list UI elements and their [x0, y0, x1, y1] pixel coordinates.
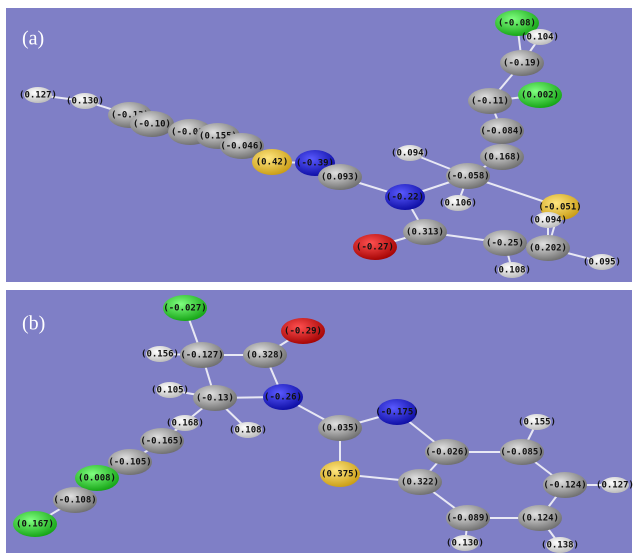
- atom-charge: (0.106): [439, 199, 477, 209]
- atom-charge: (0.105): [151, 386, 189, 396]
- atom-charge: (-0.124): [543, 481, 586, 491]
- atom-charge: (0.094): [391, 149, 429, 159]
- atom-charge: (0.002): [521, 91, 559, 101]
- atom-charge: (-0.084): [480, 127, 523, 137]
- atom-charge: (0.093): [321, 173, 359, 183]
- atom-charge: (0.138): [541, 541, 579, 551]
- atom-charge: (0.168): [166, 419, 204, 429]
- atom-charge: (0.42): [256, 158, 289, 168]
- atom-charge: (-0.027): [163, 304, 206, 314]
- atom-charge: (-0.026): [425, 448, 468, 458]
- atom-charge: (-0.085): [500, 448, 543, 458]
- atom-charge: (0.167): [16, 520, 54, 530]
- atom-charge: (-0.10): [133, 120, 171, 130]
- atom-charge: (-0.08): [498, 19, 536, 29]
- atom-charge: (0.108): [229, 426, 267, 436]
- atom-charge: (0.127): [19, 91, 57, 101]
- atom-charge: (0.202): [529, 244, 567, 254]
- atom-charge: (-0.165): [140, 437, 183, 447]
- atom-charge: (0.108): [493, 266, 531, 276]
- atom-charge: (-0.26): [264, 393, 302, 403]
- atom-charge: (0.130): [446, 539, 484, 549]
- atom-charge: (-0.051): [538, 203, 581, 213]
- atom-charge: (0.095): [583, 258, 621, 268]
- atom-charge: (0.313): [406, 228, 444, 238]
- panel-label: (a): [22, 28, 44, 50]
- atom-charge: (0.322): [401, 478, 439, 488]
- atom-charge: (-0.108): [53, 496, 96, 506]
- atom-charge: (0.328): [246, 351, 284, 361]
- atom-charge: (-0.27): [356, 243, 394, 253]
- atom-charge: (-0.19): [503, 59, 541, 69]
- panel-label: (b): [22, 313, 45, 335]
- atom-charge: (0.127): [596, 481, 634, 491]
- atom-charge: (-0.046): [220, 142, 263, 152]
- atom-charge: (0.124): [521, 514, 559, 524]
- atom-charge: (0.168): [483, 153, 521, 163]
- atom-charge: (-0.175): [375, 408, 418, 418]
- atom-charge: (-0.127): [180, 351, 223, 361]
- atom-charge: (-0.058): [446, 172, 489, 182]
- atom-charge: (0.035): [321, 424, 359, 434]
- atom-charge: (0.130): [66, 97, 104, 107]
- atom-charge: (0.155): [518, 418, 556, 428]
- atom-charge: (-0.11): [471, 97, 509, 107]
- atom-charge: (-0.089): [446, 514, 489, 524]
- atom-charge: (0.375): [321, 470, 359, 480]
- atom-charge: (0.008): [78, 474, 116, 484]
- atom-charge: (-0.13): [196, 394, 234, 404]
- figure: (a) (b) (0.127) (0.130) (-0.13) (-0.10) (-0.…: [0, 0, 639, 557]
- atom-charge: (0.094): [529, 216, 567, 226]
- atom-charge: (-0.105): [108, 458, 151, 468]
- atom-charge: (-0.25): [486, 239, 524, 249]
- atom-charge: (0.104): [521, 33, 559, 43]
- atom-charge: (-0.29): [284, 327, 322, 337]
- atom-charge: (-0.22): [386, 193, 424, 203]
- atom-charge: (0.156): [141, 350, 179, 360]
